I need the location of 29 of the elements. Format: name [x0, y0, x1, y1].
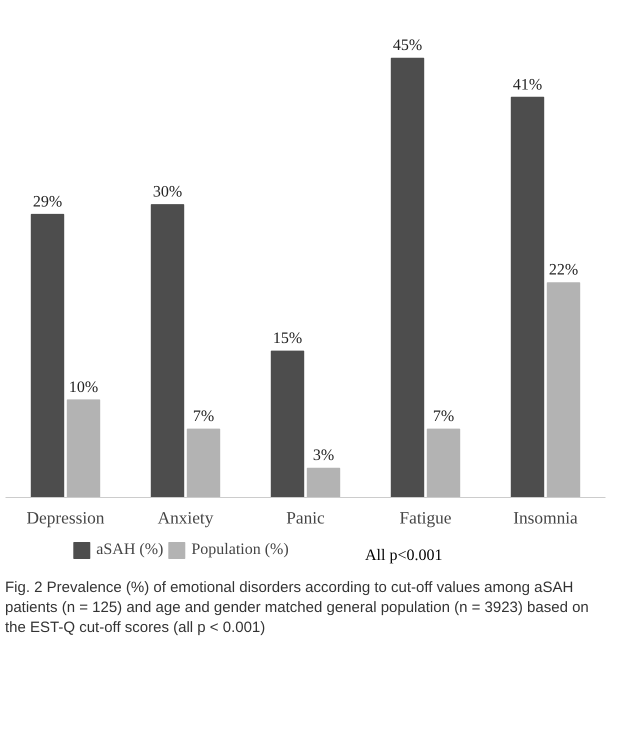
- data-label: 10%: [68, 378, 98, 396]
- data-label: 7%: [192, 408, 214, 426]
- bar: [306, 468, 340, 498]
- x-tick-label: Insomnia: [513, 508, 578, 528]
- bar: [546, 282, 580, 498]
- bar: [66, 399, 100, 498]
- bar: [30, 214, 64, 498]
- data-label: 15%: [272, 330, 302, 348]
- bar: [510, 96, 544, 498]
- data-label: 41%: [512, 76, 542, 94]
- text: All p<0.001: [365, 546, 442, 566]
- data-label: 29%: [32, 193, 62, 210]
- bar: [186, 428, 220, 498]
- x-tick-label: Anxiety: [158, 508, 214, 528]
- caption: Fig. 2 Prevalence (%) of emotional disorders according to cut-off values among aSAH patients (n = 125) and age and gender matched general population (n = 3923) based on the EST-Q cut-off scores (all p < 0.001): [5, 578, 590, 638]
- bar: [390, 58, 424, 498]
- legend-label: aSAH (%): [96, 541, 164, 559]
- x-tick-label: Fatigue: [400, 508, 452, 528]
- x-tick-label: Panic: [286, 508, 326, 528]
- data-label: 30%: [152, 184, 182, 201]
- data-label: 3%: [312, 447, 334, 464]
- bar: [270, 350, 304, 498]
- data-label: 7%: [432, 408, 454, 426]
- data-label: 45%: [392, 37, 422, 54]
- bar: [426, 428, 460, 498]
- bar: [150, 204, 184, 498]
- legend-label: Population (%): [191, 541, 289, 559]
- data-label: 22%: [548, 262, 578, 279]
- x-tick-label: Depression: [26, 508, 105, 528]
